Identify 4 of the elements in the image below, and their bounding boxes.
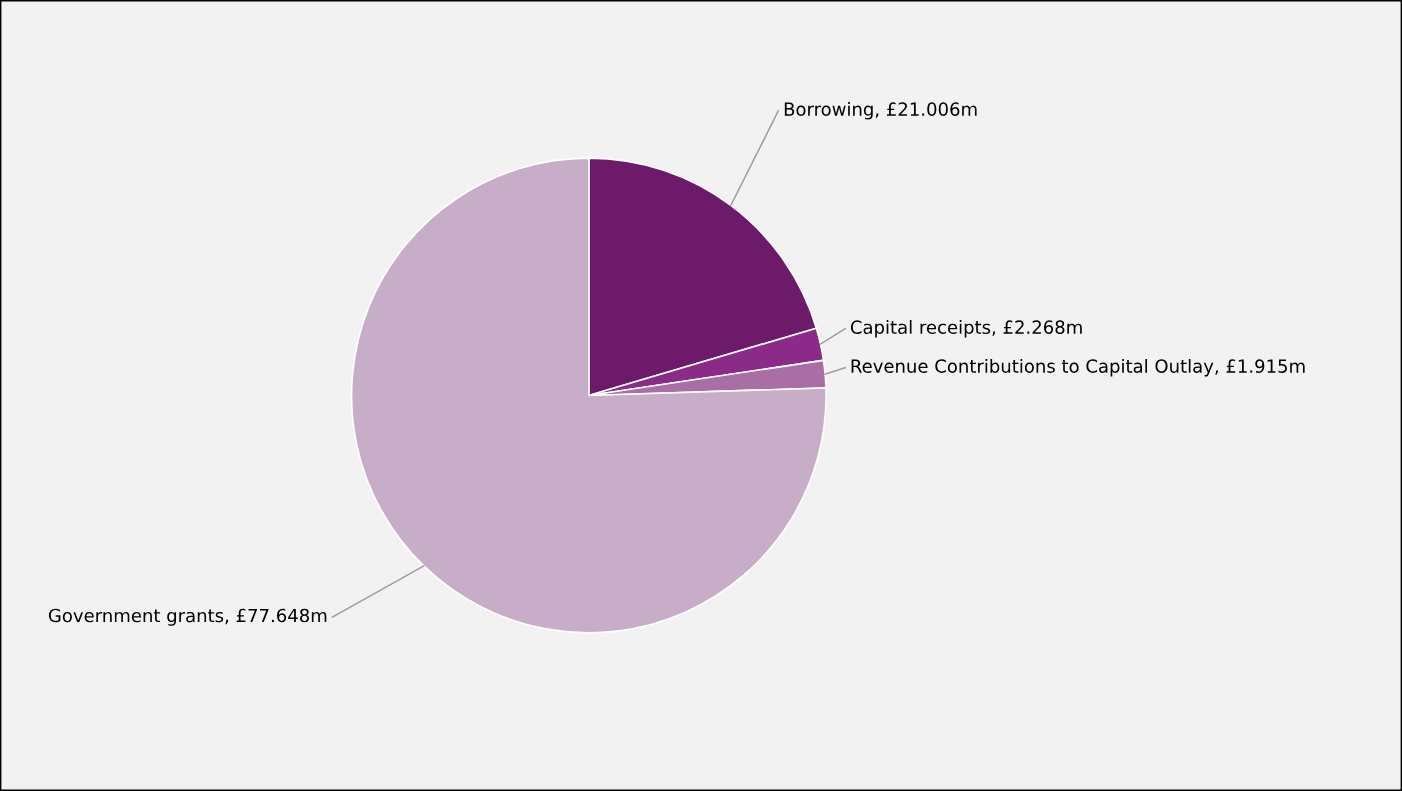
slice-label: Capital receipts, £2.268m: [850, 320, 1082, 338]
slice-label: Borrowing, £21.006m: [784, 102, 977, 120]
slice-label: Government grants, £77.648m: [48, 608, 327, 626]
slice-label: Revenue Contributions to Capital Outlay, £1.915m: [851, 358, 1305, 377]
